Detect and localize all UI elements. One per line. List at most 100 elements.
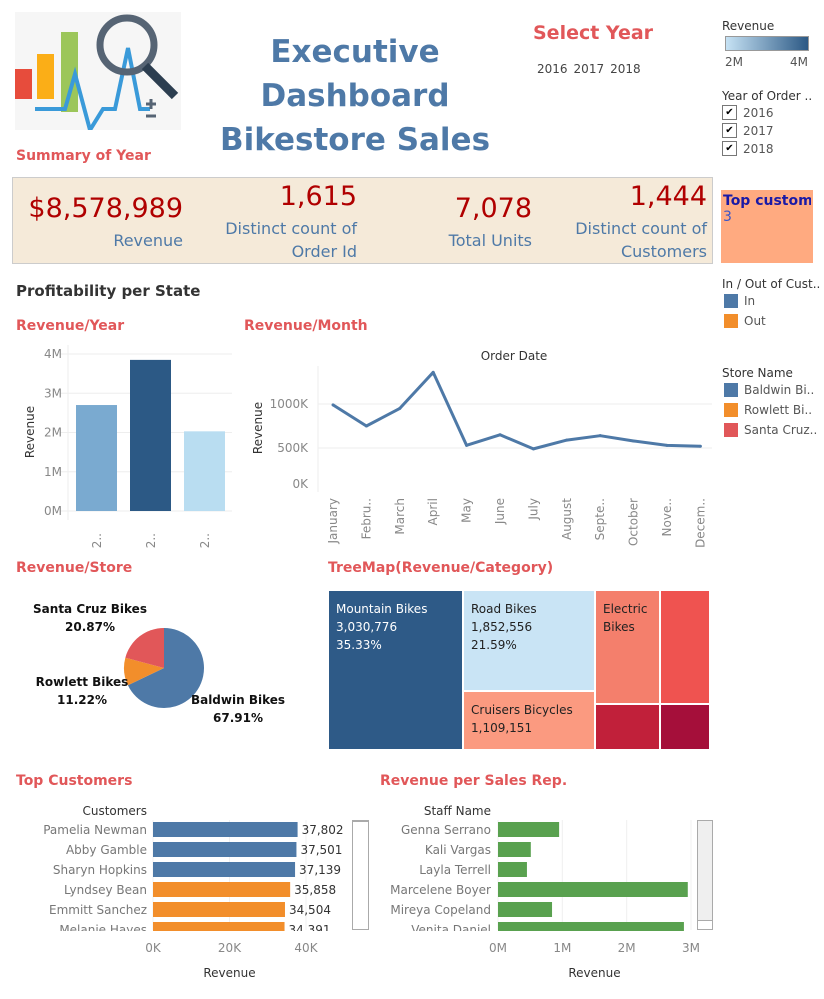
year-filter-title: Year of Order .. (722, 89, 813, 103)
revenue-month-title: Revenue/Month (244, 318, 368, 334)
x-tick-label: April (426, 498, 440, 525)
kpi-units-label: Total Units (448, 231, 532, 250)
category-label: Marcelene Boyer (390, 883, 491, 897)
x-tick-label: March (393, 498, 407, 535)
pie-pct: 67.91% (213, 711, 263, 725)
legend-out[interactable]: Out (724, 314, 766, 328)
cell-label: Mountain Bikes (336, 602, 428, 616)
y-tick-label: 500K (277, 441, 309, 455)
x-tick-label: 2.. (144, 533, 158, 548)
treemap-cell-mountain[interactable]: Mountain Bikes 3,030,776 35.33% (328, 590, 463, 750)
bar-2018 (184, 431, 225, 511)
y-axis-title: Revenue (251, 402, 265, 454)
swatch (724, 383, 738, 397)
y-axis-title: Staff Name (424, 804, 491, 818)
cell-pct: 21.59% (471, 638, 517, 652)
kpi-revenue-value: $8,578,989 (28, 193, 183, 224)
kpi-customers-label: Distinct count of Customers (575, 219, 707, 261)
year-option[interactable]: 2016 (537, 62, 568, 76)
year-filter-2016[interactable]: ✔ 2016 (722, 105, 774, 120)
data-point-1 (364, 424, 368, 428)
year-filter-2018[interactable]: ✔ 2018 (722, 141, 774, 156)
checkbox-icon[interactable]: ✔ (722, 123, 737, 138)
clip-mask (338, 931, 751, 937)
cell-value: 1,109,151 (471, 721, 533, 735)
x-tick-label: Septe.. (593, 498, 607, 540)
treemap-cell[interactable] (660, 590, 710, 704)
checkbox-icon[interactable]: ✔ (722, 141, 737, 156)
clip-mask (0, 931, 366, 937)
y-tick-label: 0M (44, 504, 62, 518)
swatch (724, 423, 738, 437)
value-label: 37,802 (302, 823, 344, 837)
bar-mireya-copeland (498, 902, 553, 917)
year-filter-2017[interactable]: ✔ 2017 (722, 123, 774, 138)
x-tick-label: Nove.. (660, 498, 674, 536)
select-year-label: Select Year (533, 22, 654, 44)
pie-pct: 20.87% (65, 620, 115, 634)
x-axis-title: Revenue (568, 966, 620, 980)
year-selector[interactable]: 2016 2017 2018 (537, 62, 641, 76)
data-point-3 (431, 370, 435, 374)
x-tick-label: 2.. (198, 533, 212, 548)
bar-abby-gamble (153, 842, 297, 857)
swatch (724, 294, 738, 308)
parameter-value[interactable]: 3 (723, 209, 732, 225)
swatch (724, 403, 738, 417)
sales-rep-scrollbar[interactable] (697, 820, 713, 930)
parameter-label: Top custom.. (723, 193, 811, 209)
x-tick-label: June (493, 498, 507, 525)
label: In (744, 294, 756, 308)
bar-layla-terrell (498, 862, 527, 877)
x-tick-label: October (627, 498, 641, 546)
revenue-legend-title: Revenue (722, 19, 775, 33)
data-point-0 (331, 403, 335, 407)
pie-slice-santa-cruz-bikes (125, 628, 164, 668)
revenue-line (332, 370, 701, 451)
x-tick-label: January (326, 498, 340, 545)
y-tick-label: 1M (44, 465, 62, 479)
year-option[interactable]: 2018 (610, 62, 641, 76)
checkbox-icon[interactable]: ✔ (722, 105, 737, 120)
x-tick-label: 20K (218, 941, 242, 955)
treemap-title: TreeMap(Revenue/Category) (328, 560, 554, 576)
data-point-2 (398, 406, 402, 410)
pie-slice-baldwin-bikes (127, 628, 204, 708)
category-label: Mireya Copeland (390, 903, 491, 917)
legend-in[interactable]: In (724, 294, 755, 308)
scrollbar-thumb[interactable] (698, 920, 712, 929)
year-option[interactable]: 2017 (573, 62, 605, 76)
treemap-cell-road[interactable]: Road Bikes 1,852,556 21.59% (463, 590, 595, 691)
treemap-cell-cruisers[interactable]: Cruisers Bicycles 1,109,151 (463, 691, 595, 750)
label: 2017 (743, 123, 774, 138)
label: 2018 (743, 141, 774, 156)
kpi-orders-value: 1,615 (279, 181, 357, 212)
profitability-title: Profitability per State (16, 282, 201, 300)
top-customers-parameter[interactable]: Top custom.. 3 (721, 190, 813, 263)
category-label: Lyndsey Bean (64, 883, 147, 897)
revenue-store-title: Revenue/Store (16, 560, 133, 576)
label: Rowlett Bi.. (744, 403, 813, 417)
legend-rowlett[interactable]: Rowlett Bi.. (724, 403, 812, 417)
legend-baldwin[interactable]: Baldwin Bi.. (724, 383, 814, 397)
x-tick-label: Decem.. (693, 498, 707, 548)
x-tick-label: August (560, 498, 574, 540)
data-point-9 (632, 439, 636, 443)
treemap-cell-electric[interactable]: Electric Bikes (595, 590, 660, 704)
data-point-6 (531, 447, 535, 451)
summary-title: Summary of Year (16, 148, 151, 164)
data-point-5 (498, 433, 502, 437)
legend-santa-cruz[interactable]: Santa Cruz.. (724, 423, 817, 437)
x-tick-label: 3M (682, 941, 700, 955)
y-tick-label: 0K (292, 477, 309, 491)
pie-slice-rowlett-bikes (123, 657, 164, 686)
cell-label: Road Bikes (471, 602, 537, 616)
treemap-cell[interactable] (660, 704, 710, 750)
store-legend-title: Store Name (722, 366, 793, 380)
revenue-year-title: Revenue/Year (16, 318, 125, 334)
customers-scrollbar[interactable] (352, 820, 369, 930)
dashboard-title: Executive Dashboard Bikestore Sales (190, 30, 520, 162)
pie-label: Baldwin Bikes (191, 693, 285, 707)
data-point-11 (698, 444, 702, 448)
treemap-cell[interactable] (595, 704, 660, 750)
